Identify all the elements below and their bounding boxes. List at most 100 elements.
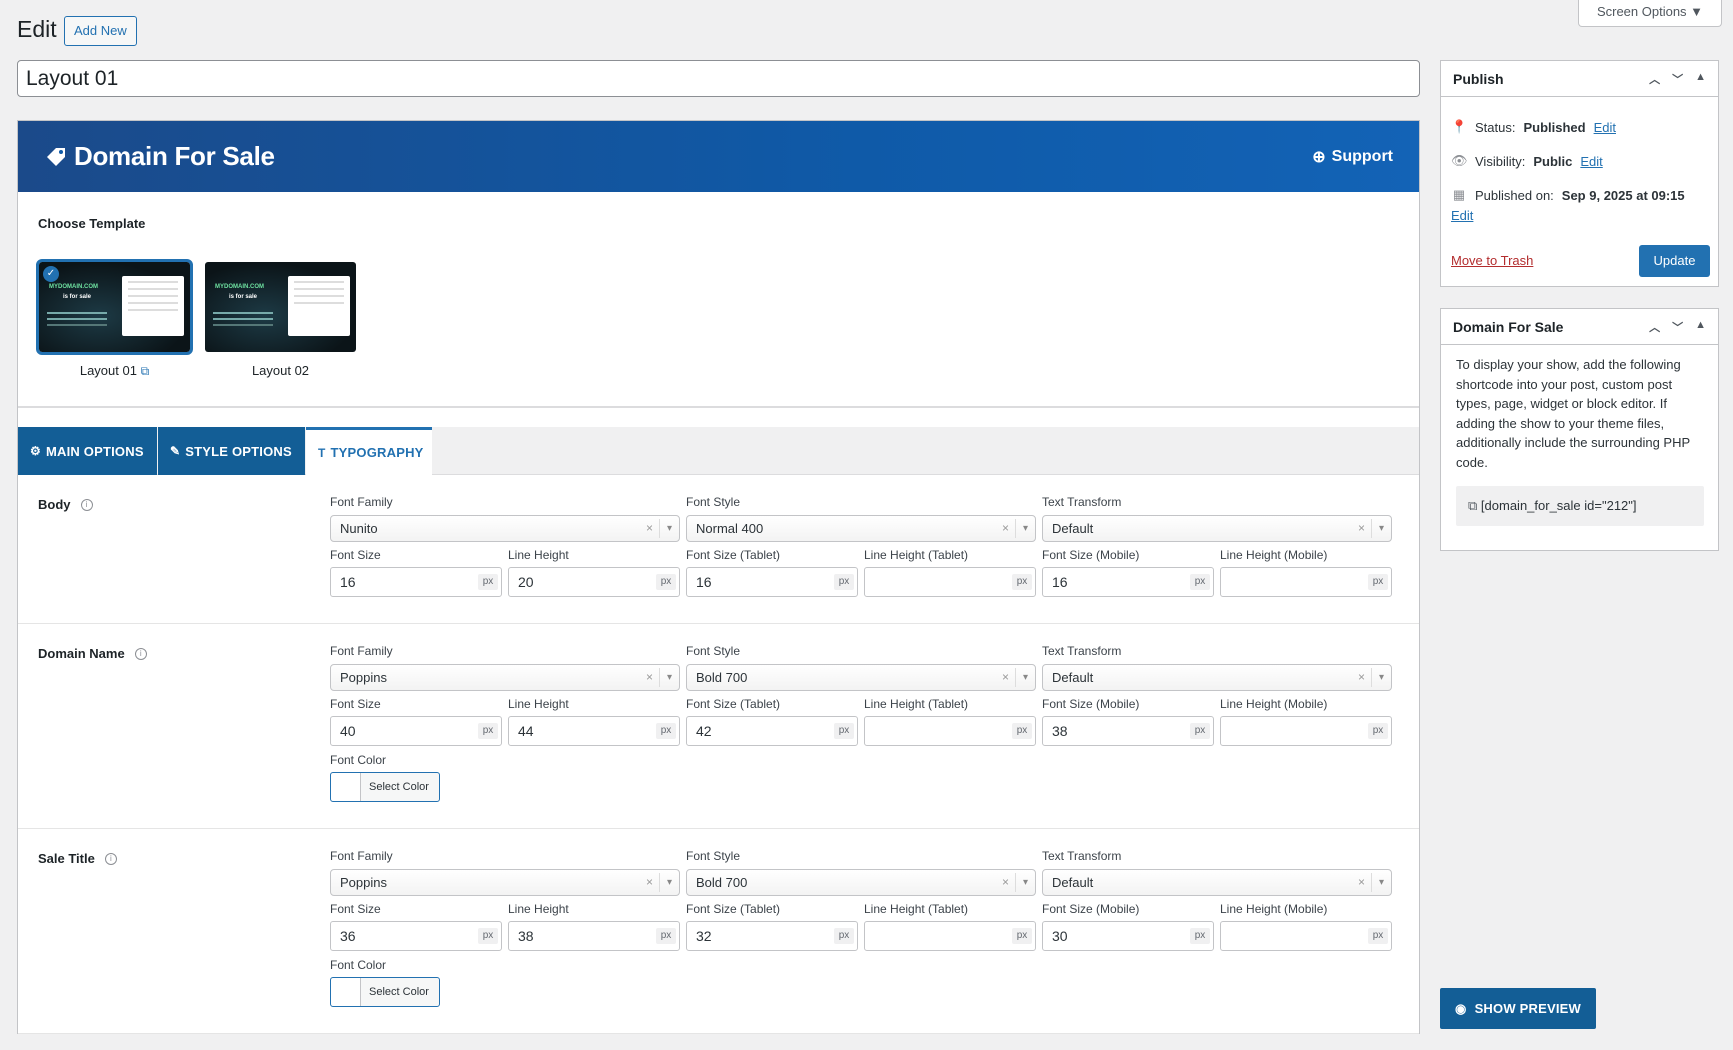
- label-font-size-mobile: Font Size (Mobile): [1042, 548, 1140, 562]
- text-transform-select[interactable]: Default × ▾: [1042, 664, 1392, 691]
- label-text-transform: Text Transform: [1042, 644, 1122, 658]
- font-size-input[interactable]: 40 px: [330, 716, 502, 746]
- line-height-mobile-input[interactable]: px: [1220, 567, 1392, 597]
- font-family-select[interactable]: Poppins × ▾: [330, 664, 680, 691]
- clear-icon[interactable]: ×: [1001, 875, 1009, 889]
- text-transform-select[interactable]: Default × ▾: [1042, 869, 1392, 896]
- add-new-button[interactable]: Add New: [64, 16, 137, 46]
- tab-style-options[interactable]: ✎ STYLE OPTIONS: [158, 427, 305, 475]
- font-style-select[interactable]: Bold 700 × ▾: [686, 869, 1036, 896]
- template-thumb-layout-01[interactable]: ✓ MYDOMAIN.COM is for sale: [36, 259, 193, 355]
- font-size-mobile-input[interactable]: 30 px: [1042, 921, 1214, 951]
- clear-icon[interactable]: ×: [1001, 670, 1009, 684]
- shortcode-copy[interactable]: ⧉ [domain_for_sale id="212"]: [1456, 486, 1704, 526]
- tab-typography[interactable]: T TYPOGRAPHY: [306, 427, 432, 475]
- choose-template-label: Choose Template: [38, 216, 146, 231]
- chevron-down-icon[interactable]: ▾: [659, 873, 679, 892]
- collapse-icon[interactable]: ▲: [1695, 70, 1706, 83]
- label-font-style: Font Style: [686, 644, 741, 658]
- chevron-down-icon[interactable]: ▾: [659, 668, 679, 687]
- move-down-icon[interactable]: ﹀: [1672, 73, 1684, 86]
- move-up-icon[interactable]: ︿: [1649, 321, 1661, 334]
- info-icon[interactable]: i: [104, 852, 117, 865]
- font-style-select[interactable]: Bold 700 × ▾: [686, 664, 1036, 691]
- external-link-icon[interactable]: ⧉: [140, 364, 150, 378]
- edit-status-link[interactable]: Edit: [1593, 119, 1616, 135]
- font-size-input[interactable]: 16 px: [330, 567, 502, 597]
- chevron-down-icon[interactable]: ▾: [1371, 873, 1391, 892]
- line-height-tablet-input[interactable]: px: [864, 567, 1036, 597]
- font-color-picker[interactable]: Select Color: [330, 772, 440, 802]
- edit-visibility-link[interactable]: Edit: [1580, 153, 1603, 169]
- info-icon[interactable]: i: [134, 647, 147, 660]
- clear-icon[interactable]: ×: [645, 875, 653, 889]
- screen-options-button[interactable]: Screen Options ▼: [1578, 0, 1722, 27]
- label-font-family: Font Family: [330, 644, 393, 658]
- dfs-description: To display your show, add the following …: [1456, 357, 1690, 470]
- template-thumb-layout-02[interactable]: MYDOMAIN.COM is for sale: [205, 262, 356, 352]
- support-link[interactable]: ⊕ Support: [1312, 147, 1393, 167]
- input-value: 16: [340, 574, 356, 590]
- label-font-color: Font Color: [330, 958, 387, 972]
- chevron-down-icon[interactable]: ▾: [1371, 668, 1391, 687]
- chevron-down-icon[interactable]: ▾: [1015, 668, 1035, 687]
- chevron-down-icon[interactable]: ▾: [1015, 519, 1035, 538]
- line-height-input[interactable]: 44 px: [508, 716, 680, 746]
- label-font-size-tablet: Font Size (Tablet): [686, 902, 781, 916]
- font-style-select[interactable]: Normal 400 × ▾: [686, 515, 1036, 542]
- section-name: Sale Title: [38, 851, 95, 866]
- label-text-transform: Text Transform: [1042, 849, 1122, 863]
- unit-label: px: [834, 574, 854, 590]
- chevron-down-icon[interactable]: ▾: [1371, 519, 1391, 538]
- show-preview-button[interactable]: ◉ SHOW PREVIEW: [1440, 988, 1596, 1029]
- line-height-input[interactable]: 20 px: [508, 567, 680, 597]
- clear-icon[interactable]: ×: [1001, 521, 1009, 535]
- font-size-tablet-input[interactable]: 42 px: [686, 716, 858, 746]
- font-size-mobile-input[interactable]: 16 px: [1042, 567, 1214, 597]
- line-height-mobile-input[interactable]: px: [1220, 716, 1392, 746]
- line-height-mobile-input[interactable]: px: [1220, 921, 1392, 951]
- publish-title: Publish: [1453, 70, 1504, 87]
- thumb-text-lines: [213, 312, 273, 314]
- info-icon[interactable]: i: [80, 498, 93, 511]
- dfs-shortcode-box: Domain For Sale ︿ ﹀ ▲ To display your show…: [1440, 308, 1719, 551]
- move-up-icon[interactable]: ︿: [1649, 73, 1661, 86]
- font-color-picker[interactable]: Select Color: [330, 977, 440, 1007]
- font-family-select[interactable]: Poppins × ▾: [330, 869, 680, 896]
- label-font-style: Font Style: [686, 495, 741, 509]
- text-transform-select[interactable]: Default × ▾: [1042, 515, 1392, 542]
- font-size-mobile-input[interactable]: 38 px: [1042, 716, 1214, 746]
- line-height-tablet-input[interactable]: px: [864, 716, 1036, 746]
- move-down-icon[interactable]: ﹀: [1672, 321, 1684, 334]
- edit-date-link[interactable]: Edit: [1451, 208, 1474, 223]
- post-title-input[interactable]: Layout 01: [17, 60, 1420, 97]
- font-size-input[interactable]: 36 px: [330, 921, 502, 951]
- visibility-label: Visibility:: [1475, 153, 1526, 169]
- tab-main-options[interactable]: ⚙ MAIN OPTIONS: [18, 427, 157, 475]
- visibility-row: 👁 Visibility: Public Edit: [1451, 153, 1603, 169]
- chevron-down-icon[interactable]: ▾: [1015, 873, 1035, 892]
- clear-icon[interactable]: ×: [1357, 670, 1365, 684]
- font-size-tablet-input[interactable]: 16 px: [686, 567, 858, 597]
- input-value: 20: [518, 574, 534, 590]
- clear-icon[interactable]: ×: [1357, 521, 1365, 535]
- line-height-tablet-input[interactable]: px: [864, 921, 1036, 951]
- update-button[interactable]: Update: [1639, 245, 1710, 277]
- label-line-height-tablet: Line Height (Tablet): [864, 902, 969, 916]
- font-size-tablet-input[interactable]: 32 px: [686, 921, 858, 951]
- plugin-banner: Domain For Sale ⊕ Support: [18, 121, 1419, 192]
- font-family-select[interactable]: Nunito × ▾: [330, 515, 680, 542]
- collapse-icon[interactable]: ▲: [1695, 318, 1706, 331]
- selected-value: Default: [1052, 875, 1094, 890]
- chevron-down-icon[interactable]: ▾: [659, 519, 679, 538]
- line-height-input[interactable]: 38 px: [508, 921, 680, 951]
- status-label: Status:: [1475, 119, 1516, 135]
- calendar-icon: ▦: [1452, 187, 1466, 202]
- unit-label: px: [1368, 574, 1388, 590]
- move-to-trash-link[interactable]: Move to Trash: [1451, 253, 1534, 268]
- clear-icon[interactable]: ×: [645, 521, 653, 535]
- clear-icon[interactable]: ×: [1357, 875, 1365, 889]
- copy-icon[interactable]: ⧉: [1468, 498, 1478, 513]
- clear-icon[interactable]: ×: [645, 670, 653, 684]
- thumb-domain: MYDOMAIN.COM: [215, 284, 264, 290]
